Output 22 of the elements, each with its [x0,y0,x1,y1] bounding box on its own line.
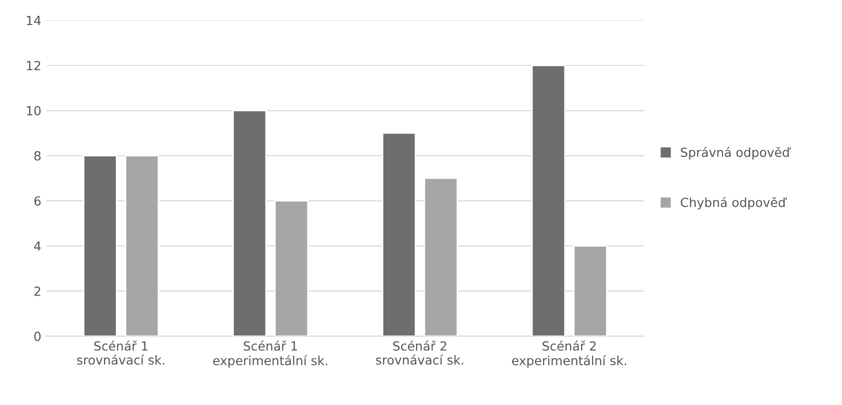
legend-label: Chybná odpověď [680,196,788,210]
y-tick-label: 8 [34,151,41,161]
bar [82,154,118,336]
bar [573,245,608,336]
bar [232,110,267,336]
x-tick-label: Scénář 1 experimentální sk. [213,340,328,368]
bar [382,132,416,336]
y-tick-label: 2 [34,286,40,296]
bar [274,200,309,336]
bar [124,154,160,336]
y-tick-label: 0 [34,332,41,342]
x-tick-label: Scénář 2 experimentální sk. [512,340,626,368]
y-tick-label: 14 [26,16,41,25]
x-tick-label: Scénář 2 srovnávací sk. [376,340,464,365]
y-tick-label: 10 [26,106,41,116]
y-tick-label: 6 [34,196,41,206]
bar [424,178,458,336]
x-tick-label: Scénář 1 srovnávací sk. [77,340,164,365]
y-tick-label: 12 [26,60,40,70]
bar [531,64,566,336]
legend-label: Správná odpověď [680,146,792,160]
y-tick-label: 4 [34,242,41,251]
